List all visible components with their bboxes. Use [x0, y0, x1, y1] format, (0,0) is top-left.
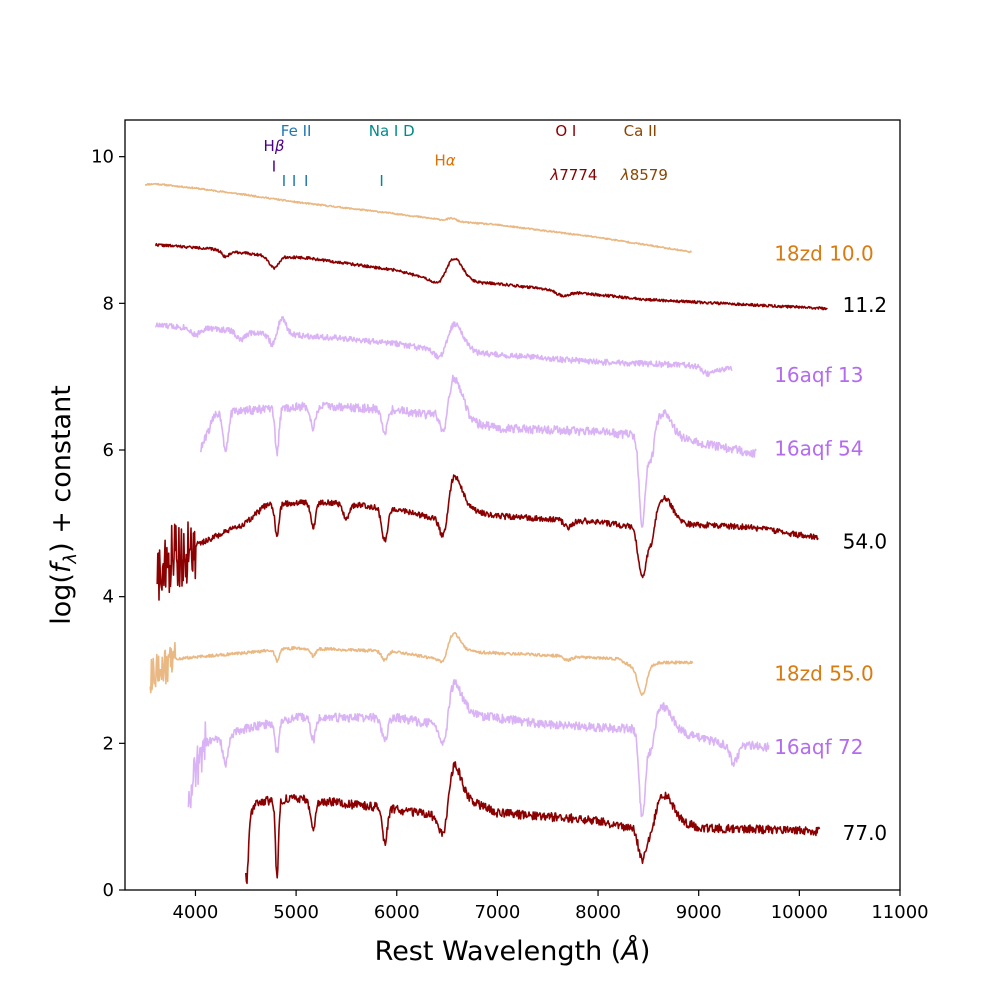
- series-label-7: 77.0: [843, 821, 888, 845]
- y-tick-label: 8: [103, 293, 114, 314]
- series-label-0: 18zd 10.0: [774, 241, 874, 265]
- line-id-hbeta: Hβ: [264, 137, 285, 155]
- line-id-tick-fe2-0: I: [282, 172, 286, 190]
- x-tick-label: 11000: [871, 902, 928, 923]
- y-tick-label: 0: [103, 880, 114, 901]
- spectrum-line-5: [149, 631, 694, 697]
- series-label-1: 11.2: [843, 293, 888, 317]
- series-label-6: 16aqf 72: [774, 735, 863, 759]
- y-tick-label: 4: [103, 587, 114, 608]
- line-id-o1wave: λ7774: [549, 166, 597, 184]
- line-id-fe2: Fe II: [281, 122, 312, 140]
- line-id-na1d: Na I D: [369, 122, 415, 140]
- plot-frame: [124, 119, 901, 891]
- x-tick-label: 10000: [771, 902, 828, 923]
- line-id-halpha: Hα: [434, 151, 455, 169]
- series-label-5: 18zd 55.0: [774, 662, 874, 686]
- spectra-series: [144, 182, 828, 885]
- line-id-ca2wave: λ8579: [620, 166, 668, 184]
- y-axis-title: log(fλ) + constant: [46, 385, 81, 625]
- spectrum-line-2: [155, 316, 733, 378]
- series-label-4: 54.0: [843, 530, 888, 554]
- y-tick-label: 2: [103, 733, 114, 754]
- x-tick-label: 8000: [575, 902, 621, 923]
- line-id-tick-fe2-2: I: [304, 172, 308, 190]
- x-axis-title: Rest Wavelength (Å): [375, 935, 651, 967]
- y-tick-label: 6: [103, 440, 114, 461]
- line-id-tick-na1d-0: I: [379, 172, 383, 190]
- spectrum-line-4: [156, 474, 819, 601]
- series-labels: 18zd 10.0 11.2 16aqf 13 16aqf 54 54.0 18zd 55…: [774, 241, 887, 844]
- series-label-2: 16aqf 13: [774, 363, 863, 387]
- line-id-ca2: Ca II: [624, 122, 657, 140]
- x-tick-label: 9000: [676, 902, 722, 923]
- line-id-o1: O I: [555, 122, 576, 140]
- x-tick-label: 7000: [474, 902, 520, 923]
- spectrum-line-3: [199, 374, 757, 528]
- spectrum-line-0: [144, 182, 693, 254]
- line-id-tick-fe2-1: I: [292, 172, 296, 190]
- spectrum-line-7: [245, 761, 821, 885]
- line-id-tick-hbeta-0: I: [272, 157, 276, 175]
- axes: 4000 5000 6000 7000 8000 9000 10000 11000 0 2 4 6 8 1…: [46, 119, 929, 967]
- x-tick-label: 6000: [374, 902, 420, 923]
- x-tick-label: 5000: [273, 902, 319, 923]
- series-label-3: 16aqf 54: [774, 437, 863, 461]
- y-tick-label: 10: [91, 147, 114, 168]
- spectrum-line-6: [187, 678, 770, 818]
- x-tick-label: 4000: [173, 902, 219, 923]
- spectrum-line-1: [155, 242, 828, 311]
